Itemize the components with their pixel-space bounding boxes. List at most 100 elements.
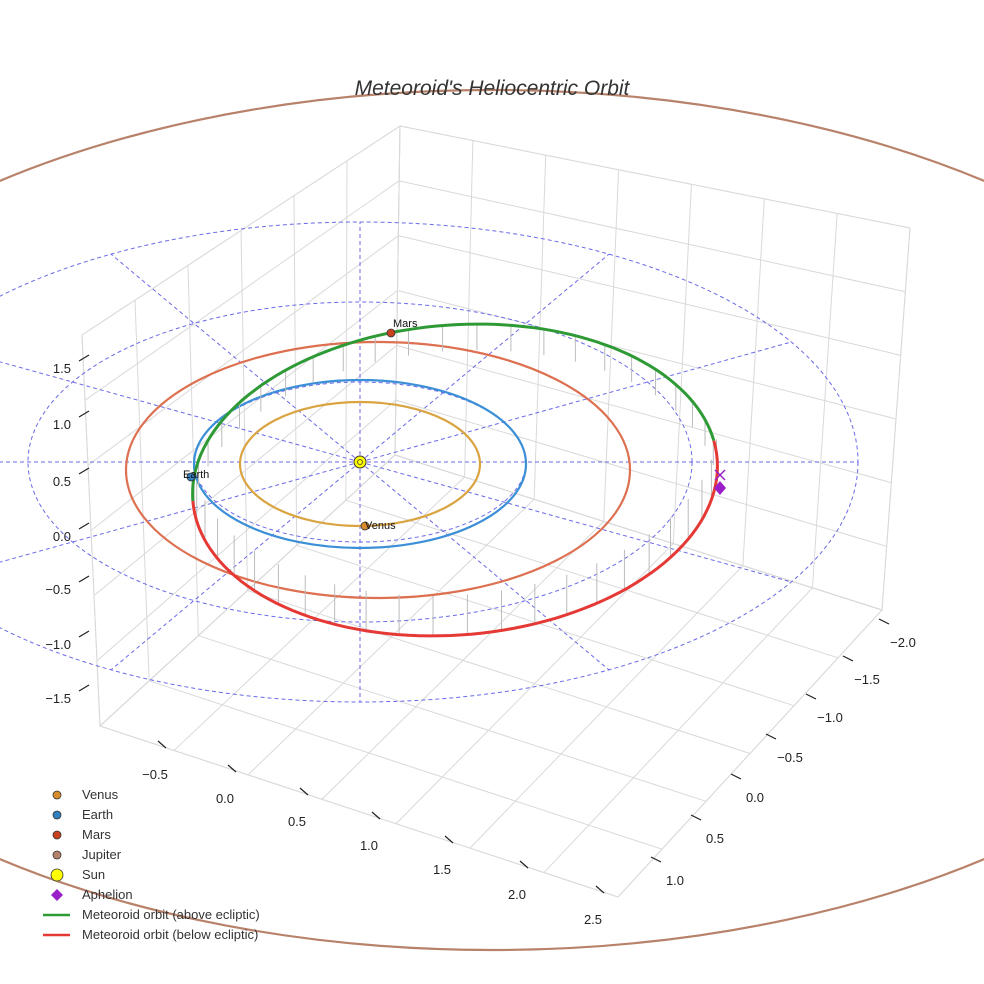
grid-line	[90, 290, 398, 531]
legend-label: Jupiter	[82, 847, 122, 862]
x-tick-mark	[371, 811, 381, 820]
grid-line	[84, 180, 400, 401]
meteoroid-orbit	[191, 322, 719, 638]
chart-title: Meteoroid's Heliocentric Orbit	[355, 77, 631, 100]
x-tick-mark	[595, 885, 605, 894]
x-tick-label: 2.0	[508, 887, 526, 902]
legend-label: Meteoroid orbit (below ecliptic)	[82, 927, 258, 942]
meteoroid-orbit-above	[191, 322, 716, 502]
x-tick-mark	[519, 860, 529, 869]
legend-label: Aphelion	[82, 887, 133, 902]
reference-spoke	[359, 461, 610, 671]
y-tick-label: −1.5	[854, 672, 880, 687]
reference-grid	[0, 221, 859, 703]
meteoroid-orbit-below	[191, 440, 719, 638]
y-tick-label: −1.0	[817, 710, 843, 725]
jupiter-orbit	[0, 89, 984, 951]
axis-ticks: −1.5 −1.0 −0.5 0.0 0.5 1.0 1.5 −0.5 0.0 0.5 1.0 1.5…	[45, 354, 916, 927]
y-tick-mark	[765, 733, 777, 740]
mars-label: Mars	[393, 318, 418, 330]
planet-orbits	[0, 89, 984, 951]
legend-marker	[52, 810, 62, 820]
z-tick-label: 0.5	[53, 474, 71, 489]
venus-label: Venus	[365, 520, 396, 532]
legend-label: Mars	[82, 827, 111, 842]
y-tick-mark	[805, 693, 817, 700]
z-tick-label: 0.0	[53, 529, 71, 544]
grid-line	[396, 344, 892, 484]
x-tick-label: 0.5	[288, 814, 306, 829]
legend-label: Earth	[82, 807, 113, 822]
markers: Venus Earth Mars	[183, 318, 726, 532]
y-tick-label: −2.0	[890, 635, 916, 650]
z-tick-mark	[78, 630, 90, 638]
legend-label: Sun	[82, 867, 105, 882]
grid-line	[81, 125, 401, 336]
legend-label: Venus	[82, 787, 119, 802]
y-tick-label: −0.5	[777, 750, 803, 765]
aphelion-cross	[714, 469, 726, 481]
y-tick-mark	[730, 773, 742, 780]
x-tick-label: −0.5	[142, 767, 168, 782]
x-tick-mark	[227, 764, 237, 773]
reference-spoke	[359, 253, 610, 463]
legend-marker	[52, 830, 62, 840]
reference-spoke	[359, 461, 792, 583]
y-tick-mark	[650, 856, 662, 863]
grid-line	[296, 544, 795, 707]
reference-spoke	[0, 361, 361, 463]
grid-line	[397, 290, 897, 420]
y-tick-label: 0.5	[706, 831, 724, 846]
y-tick-label: 1.0	[666, 873, 684, 888]
reference-spoke	[0, 461, 361, 563]
earth-label: Earth	[183, 469, 209, 481]
earth-orbit	[192, 378, 528, 550]
sun-core	[357, 459, 363, 465]
grid-line	[93, 344, 397, 597]
x-tick-mark	[299, 787, 309, 796]
x-tick-label: 2.5	[584, 912, 602, 927]
z-tick-label: 1.0	[53, 417, 71, 432]
grid-line	[247, 590, 751, 754]
grid-line	[395, 399, 887, 547]
legend-marker	[51, 889, 63, 901]
y-tick-mark	[690, 814, 702, 821]
z-tick-label: −1.5	[45, 691, 71, 706]
z-tick-mark	[78, 410, 90, 418]
x-tick-label: 1.0	[360, 838, 378, 853]
mars-orbit	[124, 340, 632, 600]
z-tick-label: −1.0	[45, 637, 71, 652]
legend: Venus Earth Mars Jupiter Sun Aphelion Meteoroi…	[43, 787, 260, 942]
sun-marker	[353, 455, 367, 469]
venus-marker	[360, 521, 370, 531]
grid-line	[398, 235, 901, 356]
reference-spoke	[359, 341, 792, 463]
grid-line	[345, 499, 839, 659]
y-tick-label: 0.0	[746, 790, 764, 805]
grid-line	[399, 125, 911, 229]
z-tick-mark	[78, 354, 90, 362]
z-tick-mark	[78, 467, 90, 475]
meteoroid-stems	[192, 324, 718, 636]
z-tick-label: 1.5	[53, 361, 71, 376]
grid-line	[149, 680, 663, 850]
z-tick-mark	[78, 575, 90, 583]
x-tick-mark	[444, 835, 454, 844]
grid-line	[99, 725, 619, 898]
grid-line	[399, 180, 906, 293]
y-tick-mark	[878, 618, 890, 625]
reference-spoke	[110, 253, 361, 463]
x-tick-label: 0.0	[216, 791, 234, 806]
z-tick-mark	[78, 522, 90, 530]
grid-line	[198, 635, 707, 802]
legend-marker	[52, 850, 62, 860]
reference-spoke	[110, 461, 361, 671]
legend-marker	[50, 868, 64, 882]
mars-marker	[386, 328, 396, 338]
y-tick-mark	[842, 655, 854, 662]
x-tick-mark	[157, 740, 167, 749]
venus-orbit	[238, 400, 482, 528]
z-tick-label: −0.5	[45, 582, 71, 597]
earth-marker	[186, 472, 196, 482]
